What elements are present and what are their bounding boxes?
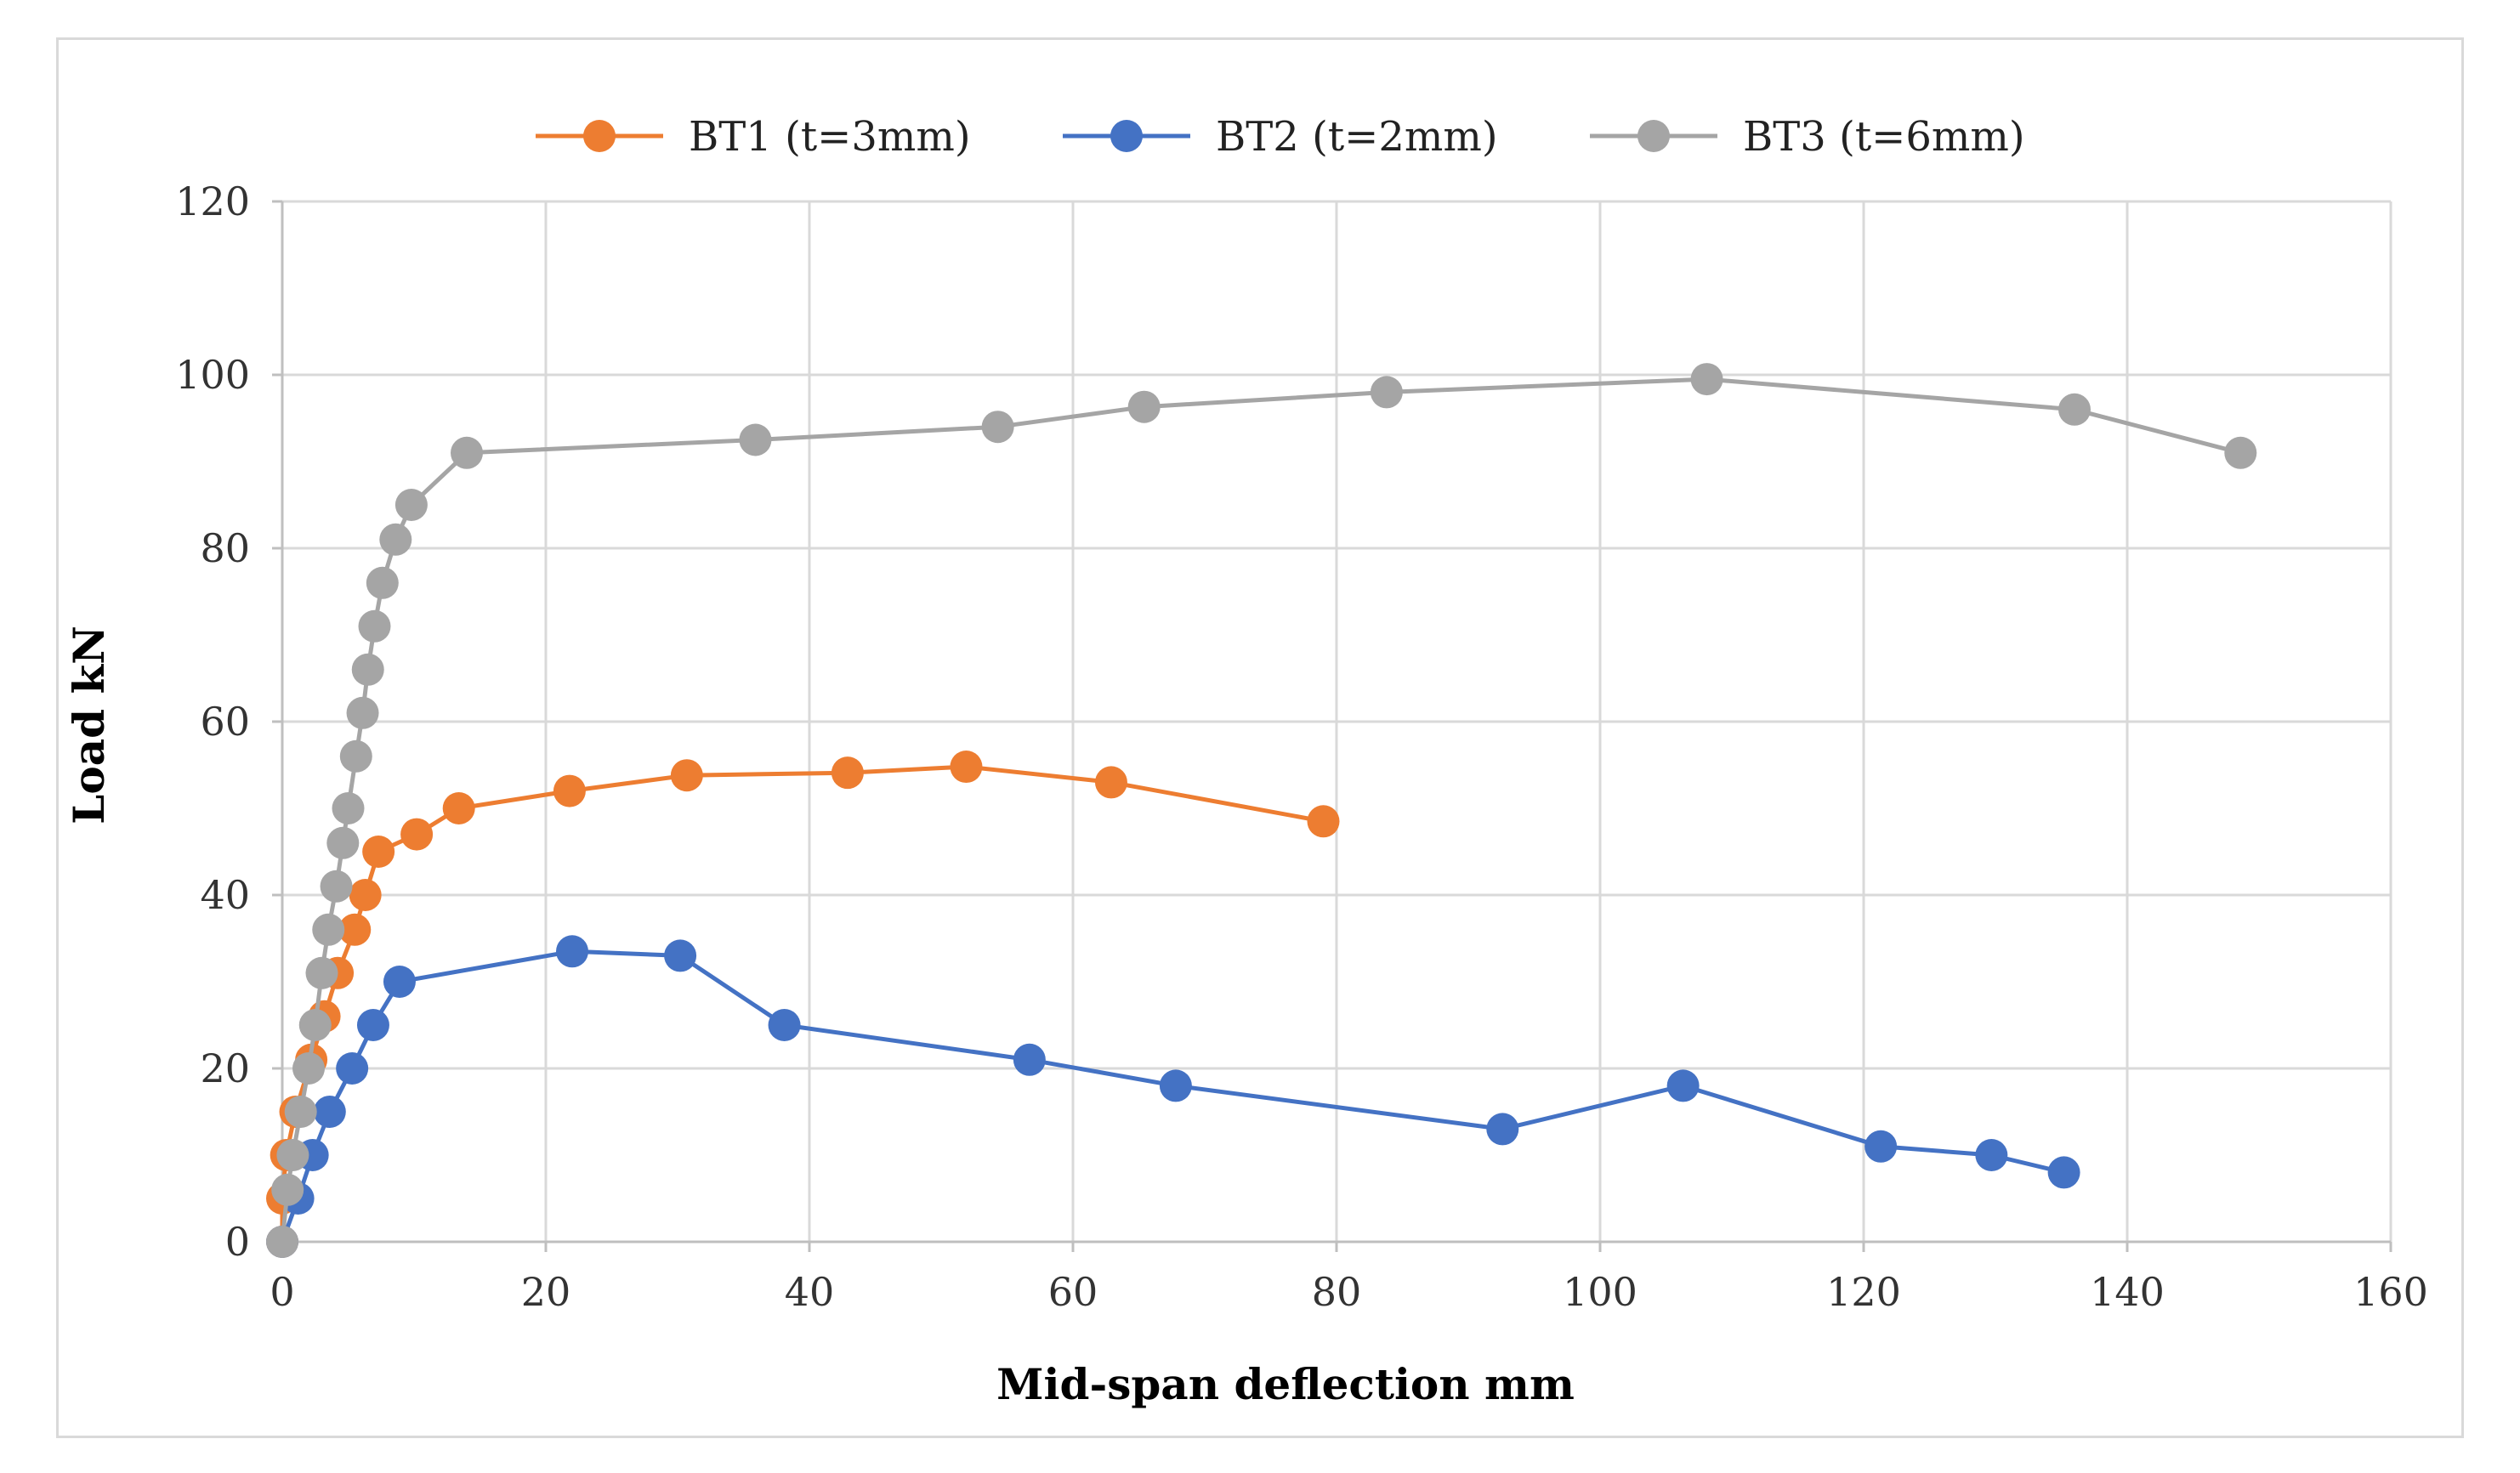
data-point: [1370, 376, 1403, 409]
legend-label: BT1 (t=3mm): [689, 113, 971, 161]
data-point: [670, 759, 703, 792]
data-point: [379, 523, 412, 556]
y-tick-label: 0: [225, 1219, 250, 1265]
data-point: [383, 966, 416, 998]
data-point: [451, 436, 483, 469]
axes: 0 20 40 60 80 100 120 140 160 0 20 40 60 80 100 120: [175, 178, 2428, 1315]
legend-entry-3: BT3 (t=6mm): [1590, 113, 2025, 161]
series-line: [280, 764, 1324, 1242]
data-point: [339, 739, 372, 773]
series-1: [266, 751, 1340, 1258]
y-tick-label: 120: [175, 178, 250, 224]
data-point: [1013, 1043, 1046, 1076]
y-axis-title: Load kN: [64, 626, 114, 824]
data-point: [553, 774, 586, 807]
legend-label: BT3 (t=6mm): [1743, 113, 2025, 161]
x-tick-label: 120: [1826, 1269, 1901, 1315]
data-point: [768, 1009, 801, 1041]
data-point: [400, 818, 434, 851]
data-point: [831, 756, 864, 790]
data-point: [2058, 393, 2091, 426]
legend-label: BT2 (t=2mm): [1216, 113, 1498, 161]
legend-marker: [1110, 120, 1143, 152]
y-tick-label: 80: [200, 525, 250, 571]
x-axis-title: Mid-span deflection mm: [996, 1359, 1575, 1409]
legend-marker: [1637, 120, 1670, 152]
data-point: [346, 696, 379, 729]
data-point: [305, 956, 338, 989]
data-point: [338, 913, 372, 946]
data-point: [394, 489, 428, 521]
data-point: [1159, 1069, 1192, 1102]
data-point: [284, 1096, 317, 1128]
data-point: [336, 1052, 369, 1085]
legend-entry-2: BT2 (t=2mm): [1063, 113, 1498, 161]
grid-lines: [281, 200, 2392, 1244]
data-point: [739, 423, 772, 456]
data-point: [2047, 1156, 2080, 1189]
data-point: [332, 792, 365, 824]
legend: BT1 (t=3mm) BT2 (t=2mm) BT3 (t=6mm): [536, 113, 2025, 161]
data-point: [1486, 1113, 1519, 1146]
data-point: [356, 1009, 389, 1041]
data-point: [664, 939, 697, 972]
y-tick-label: 60: [200, 699, 250, 745]
data-point: [981, 411, 1014, 444]
data-point: [326, 826, 360, 859]
data-point: [442, 792, 475, 824]
data-point: [556, 935, 588, 968]
data-point: [1127, 390, 1161, 423]
legend-entry-1: BT1 (t=3mm): [536, 113, 971, 161]
data-point: [1307, 805, 1340, 838]
series-2: [266, 935, 2080, 1258]
y-tick-label: 20: [200, 1045, 250, 1091]
data-point: [1864, 1130, 1898, 1163]
data-point: [320, 870, 353, 903]
data-point: [362, 836, 395, 868]
data-point: [292, 1052, 325, 1085]
data-point: [312, 913, 345, 946]
x-tick-label: 80: [1312, 1269, 1362, 1315]
y-tick-label: 40: [200, 872, 250, 918]
data-point: [2224, 436, 2257, 469]
series-3: [266, 363, 2257, 1258]
data-point: [358, 609, 391, 643]
chart-frame: [56, 37, 2464, 1438]
data-point: [351, 653, 384, 686]
data-point: [1975, 1139, 2008, 1171]
data-point: [950, 751, 983, 784]
data-point: [298, 1009, 332, 1041]
data-point: [1690, 363, 1723, 396]
legend-marker: [583, 120, 616, 152]
x-tick-label: 20: [521, 1269, 571, 1315]
x-tick-label: 0: [270, 1269, 294, 1315]
data-point: [366, 566, 399, 599]
x-tick-label: 40: [785, 1269, 835, 1315]
data-point: [1666, 1069, 1700, 1102]
data-point: [349, 879, 382, 911]
x-tick-label: 140: [2090, 1269, 2165, 1315]
data-point: [276, 1139, 309, 1171]
x-tick-label: 60: [1048, 1269, 1098, 1315]
series-group: [266, 363, 2257, 1258]
data-point: [266, 1226, 298, 1258]
y-tick-label: 100: [175, 352, 250, 398]
data-point: [271, 1173, 304, 1206]
data-point: [313, 1096, 346, 1128]
x-tick-label: 100: [1563, 1269, 1637, 1315]
x-tick-label: 160: [2353, 1269, 2428, 1315]
data-point: [1094, 766, 1127, 799]
